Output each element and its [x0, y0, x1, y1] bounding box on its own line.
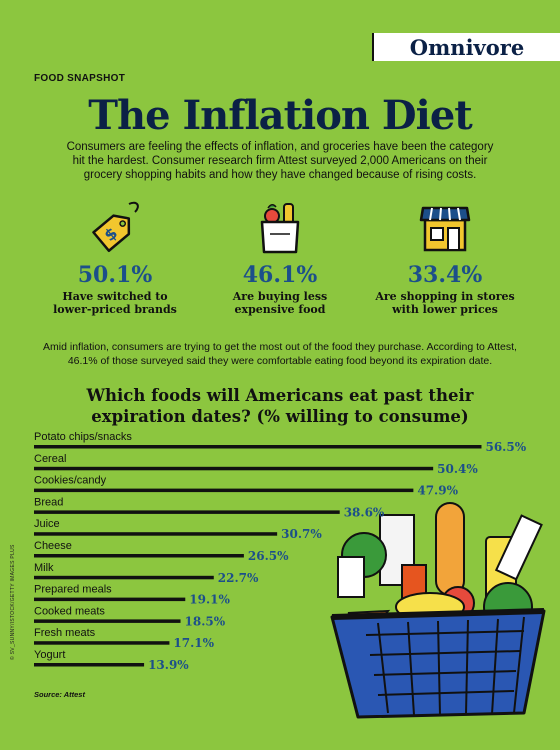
brand-name: Omnivore — [409, 34, 525, 60]
bar-value-label: 47.9% — [417, 484, 458, 498]
stat-less-expensive: 46.1% Are buying less expensive food — [205, 196, 355, 316]
stats-row: $ 50.1% Have switched to lower-priced br… — [40, 196, 520, 316]
bar-value-label: 30.7% — [281, 527, 322, 541]
intro-text: Consumers are feeling the effects of inf… — [66, 141, 494, 181]
bar-category-label: Cookies/candy — [34, 475, 107, 487]
source-note: Source: Attest — [34, 690, 85, 699]
expiration-bar-chart: Potato chips/snacks 56.5% Cereal 50.4% Cooki… — [34, 431, 527, 672]
bar-category-label: Bread — [34, 496, 63, 508]
bar-category-label: Milk — [34, 562, 54, 574]
bar-value-label: 22.7% — [218, 571, 259, 585]
stat-value: 33.4% — [407, 262, 483, 288]
bar-category-label: Juice — [34, 518, 60, 530]
bar-category-label: Potato chips/snacks — [34, 431, 132, 443]
stat-value: 50.1% — [77, 262, 153, 288]
bar-value-label: 50.4% — [437, 462, 478, 476]
bar — [34, 510, 340, 514]
grocery-bag-icon — [260, 203, 300, 254]
bar-category-label: Cereal — [34, 453, 66, 465]
storefront-icon — [419, 206, 471, 252]
stat-lower-price-stores: 33.4% Are shopping in stores with lower … — [370, 196, 520, 316]
stat-label: Are buying less expensive food — [232, 290, 328, 316]
price-tag-icon: $ — [92, 201, 139, 253]
stat-label: Are shopping in stores with lower prices — [375, 290, 515, 316]
bar — [34, 554, 244, 558]
bar-value-label: 26.5% — [248, 549, 289, 563]
section-label: FOOD SNAPSHOT — [34, 73, 126, 84]
bar-value-label: 56.5% — [485, 440, 526, 454]
bar — [34, 619, 181, 623]
stat-label: Have switched to lower-priced brands — [53, 290, 177, 316]
bar-value-label: 13.9% — [148, 658, 189, 672]
bar-value-label: 17.1% — [173, 636, 214, 650]
bar — [34, 575, 214, 580]
bar-value-label: 19.1% — [189, 593, 230, 607]
bar — [34, 597, 186, 602]
bar — [34, 641, 170, 645]
context-paragraph: Amid inflation, consumers are trying to … — [43, 341, 517, 367]
bar — [34, 532, 278, 536]
bar-value-label: 18.5% — [185, 614, 226, 628]
bar — [34, 663, 145, 667]
grocery-basket-illustration — [330, 502, 546, 719]
bar — [34, 445, 482, 449]
bar — [34, 488, 414, 493]
bar — [34, 466, 434, 471]
stat-value: 46.1% — [242, 262, 318, 288]
brand-logo: Omnivore — [372, 33, 560, 61]
stat-brands: $ 50.1% Have switched to lower-priced br… — [40, 196, 190, 316]
image-credit: © SV_SUNNY/ISTOCK/GETTY IMAGES PLUS — [10, 544, 16, 660]
bar-category-label: Yogurt — [34, 649, 65, 661]
bar-category-label: Prepared meals — [34, 584, 112, 596]
bar-category-label: Fresh meats — [34, 627, 96, 639]
bar-value-label: 38.6% — [344, 505, 385, 519]
bar-category-label: Cheese — [34, 540, 72, 552]
bar-category-label: Cooked meats — [34, 605, 105, 617]
chart-title: Which foods will Americans eat past thei… — [86, 386, 474, 426]
page-title: The Inflation Diet — [88, 92, 473, 139]
